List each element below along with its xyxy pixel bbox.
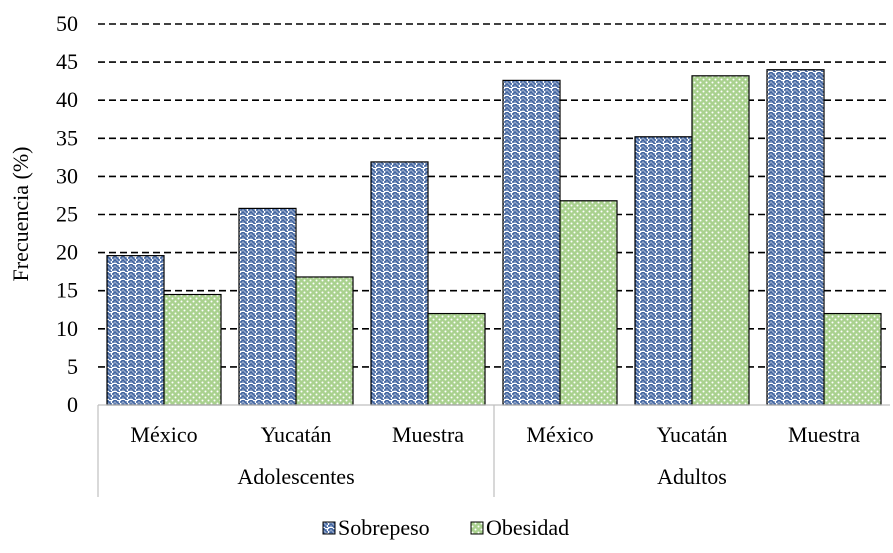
- bar-sobrepeso: [766, 69, 825, 406]
- y-tick-labels: 0 5 10 15 20 25 30 35 40 45 50: [56, 11, 78, 417]
- x-category-label: México: [130, 422, 197, 447]
- bar-sobrepeso: [634, 136, 693, 406]
- y-tick-label: 50: [56, 11, 78, 36]
- x-group-labels: Adolescentes Adultos: [237, 464, 726, 489]
- bar-sobrepeso: [238, 207, 297, 406]
- legend-label-sobrepeso: Sobrepeso: [338, 515, 430, 540]
- legend-swatch-obesidad: [470, 521, 484, 535]
- gridlines: [98, 23, 890, 368]
- y-tick-label: 35: [56, 125, 78, 150]
- legend-label-obesidad: Obesidad: [486, 515, 569, 540]
- x-category-label: Muestra: [392, 422, 464, 447]
- bar-obesidad: [559, 200, 618, 406]
- x-category-label: Muestra: [788, 422, 860, 447]
- y-tick-label: 0: [67, 392, 78, 417]
- bar-sobrepeso: [502, 79, 561, 406]
- x-category-label: Yucatán: [657, 422, 728, 447]
- y-tick-label: 45: [56, 49, 78, 74]
- y-tick-label: 5: [67, 354, 78, 379]
- bar-obesidad: [163, 293, 222, 406]
- x-category-label: México: [526, 422, 593, 447]
- x-group-label: Adolescentes: [237, 464, 354, 489]
- bar-obesidad: [427, 312, 486, 406]
- bar-sobrepeso: [370, 161, 429, 406]
- y-axis-label: Frecuencia (%): [8, 147, 33, 282]
- x-category-labels: México Yucatán Muestra México Yucatán Muestra: [130, 422, 860, 447]
- y-tick-label: 40: [56, 87, 78, 112]
- y-tick-label: 10: [56, 316, 78, 341]
- bar-sobrepeso: [106, 255, 165, 406]
- legend: Sobrepeso Obesidad: [322, 515, 569, 540]
- x-group-label: Adultos: [657, 464, 727, 489]
- y-tick-label: 20: [56, 240, 78, 265]
- x-category-label: Yucatán: [261, 422, 332, 447]
- y-tick-label: 30: [56, 163, 78, 188]
- axes: [97, 404, 890, 497]
- legend-swatch-sobrepeso: [322, 521, 336, 535]
- y-tick-label: 25: [56, 202, 78, 227]
- bars: [106, 69, 882, 406]
- bar-obesidad: [295, 276, 354, 406]
- y-tick-label: 15: [56, 278, 78, 303]
- bar-obesidad: [691, 75, 750, 406]
- bar-obesidad: [823, 312, 882, 406]
